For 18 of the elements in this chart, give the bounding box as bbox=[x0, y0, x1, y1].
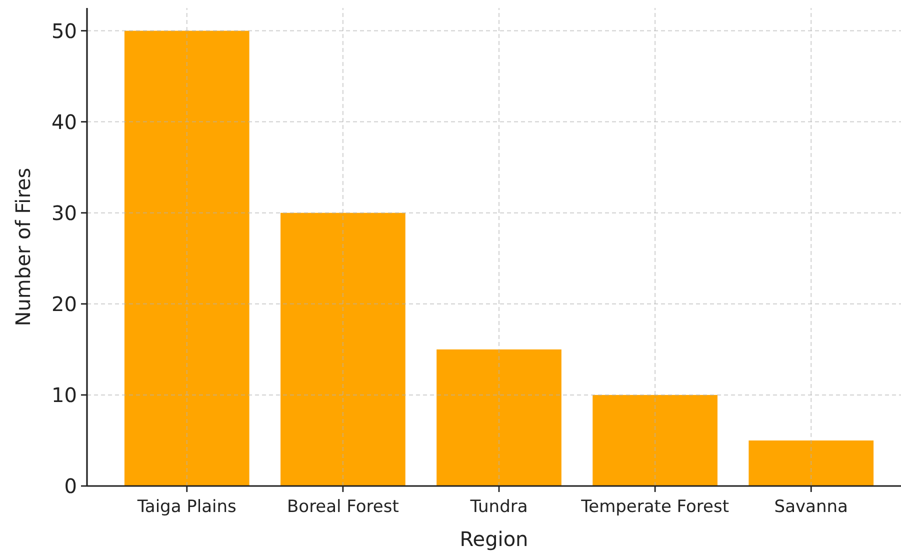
x-tick-label: Boreal Forest bbox=[287, 497, 400, 517]
y-tick-label: 50 bbox=[52, 18, 77, 43]
x-tick-label: Savanna bbox=[774, 497, 848, 517]
x-tick-label: Temperate Forest bbox=[580, 497, 730, 517]
bar bbox=[748, 440, 874, 486]
y-tick-label: 30 bbox=[52, 200, 77, 225]
y-axis-title: Number of Fires bbox=[11, 168, 35, 326]
y-tick-label: 40 bbox=[52, 110, 77, 134]
y-tick-label: 0 bbox=[64, 474, 77, 498]
bar bbox=[124, 30, 250, 486]
y-tick-label: 10 bbox=[52, 382, 77, 407]
bar bbox=[592, 394, 718, 486]
x-axis-title: Region bbox=[460, 527, 528, 551]
bar bbox=[280, 212, 406, 486]
x-tick-label: Tundra bbox=[469, 497, 528, 517]
x-tick-label: Taiga Plains bbox=[136, 497, 237, 517]
y-tick-label: 20 bbox=[52, 292, 77, 316]
bar bbox=[436, 349, 562, 486]
